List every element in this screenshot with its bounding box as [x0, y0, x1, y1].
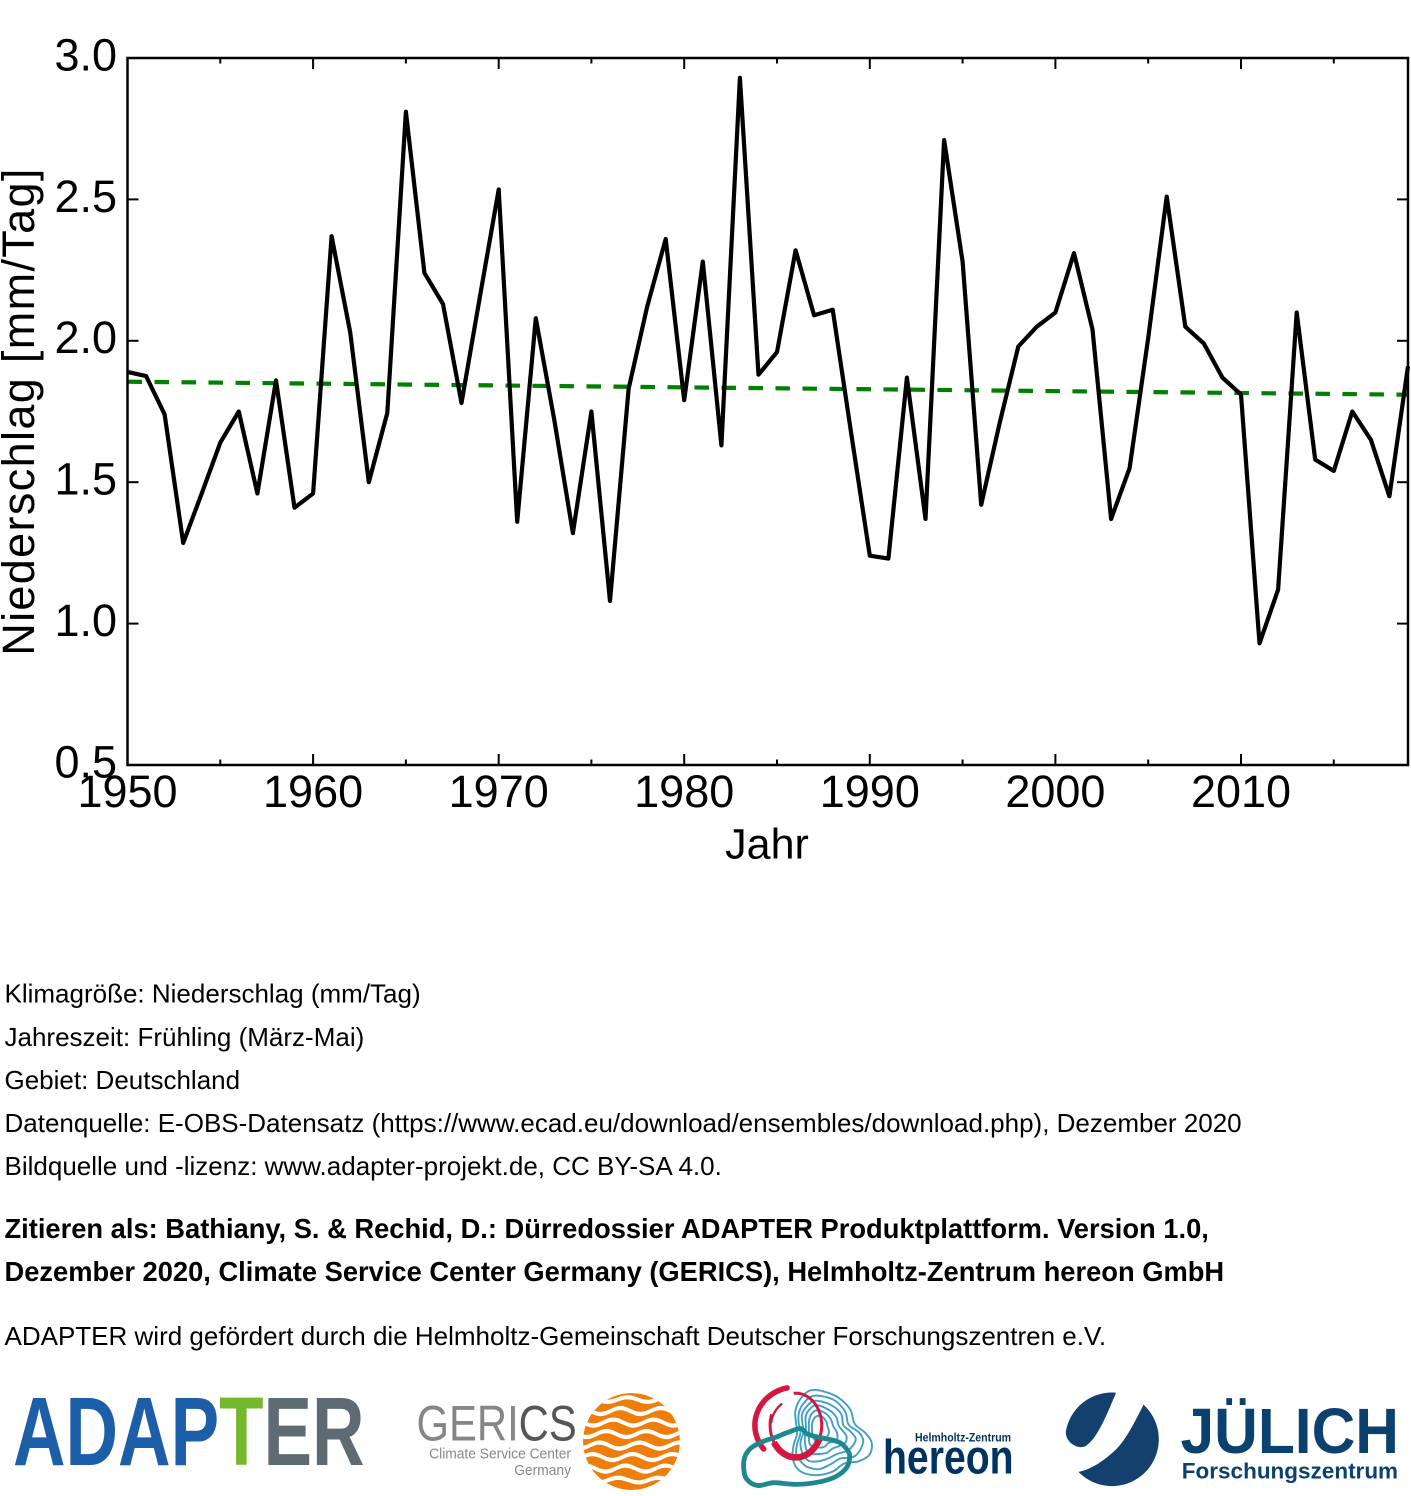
svg-text:ADAPTER: ADAPTER — [13, 1378, 365, 1487]
svg-text:2000: 2000 — [1005, 766, 1105, 817]
svg-text:Datenquelle: E-OBS-Datensatz (: Datenquelle: E-OBS-Datensatz (https://ww… — [5, 1108, 1242, 1138]
svg-text:Helmholtz-Zentrum: Helmholtz-Zentrum — [915, 1432, 1011, 1445]
svg-text:1.0: 1.0 — [54, 595, 117, 646]
svg-text:1990: 1990 — [820, 766, 920, 817]
svg-text:1950: 1950 — [77, 766, 177, 817]
svg-text:hereon: hereon — [883, 1431, 1014, 1485]
svg-text:2010: 2010 — [1191, 766, 1291, 817]
svg-text:Gebiet: Deutschland: Gebiet: Deutschland — [5, 1065, 241, 1095]
svg-text:Zitieren als: Bathiany, S. & R: Zitieren als: Bathiany, S. & Rechid, D.:… — [5, 1213, 1209, 1244]
svg-text:Jahr: Jahr — [725, 821, 809, 869]
svg-text:2.0: 2.0 — [54, 312, 117, 363]
svg-text:Klimagröße: Niederschlag (mm/T: Klimagröße: Niederschlag (mm/Tag) — [5, 979, 421, 1009]
svg-text:3.0: 3.0 — [54, 29, 117, 80]
svg-text:0.5: 0.5 — [54, 736, 117, 787]
svg-text:Climate Service Center: Climate Service Center — [429, 1446, 571, 1463]
svg-text:Jahreszeit: Frühling (März-Mai: Jahreszeit: Frühling (März-Mai) — [5, 1022, 365, 1052]
svg-text:1960: 1960 — [263, 766, 363, 817]
svg-text:Forschungszentrum: Forschungszentrum — [1182, 1459, 1398, 1484]
svg-text:2.5: 2.5 — [54, 171, 117, 222]
svg-text:JÜLICH: JÜLICH — [1181, 1396, 1400, 1467]
svg-text:1970: 1970 — [449, 766, 549, 817]
svg-text:Niederschlag [mm/Tag]: Niederschlag [mm/Tag] — [0, 167, 44, 656]
svg-text:1980: 1980 — [634, 766, 734, 817]
svg-text:Bildquelle und -lizenz: www.ad: Bildquelle und -lizenz: www.adapter-proj… — [5, 1151, 722, 1181]
svg-text:Germany: Germany — [514, 1463, 571, 1480]
svg-text:1.5: 1.5 — [54, 454, 117, 505]
svg-text:GERICS: GERICS — [417, 1395, 577, 1451]
svg-text:Dezember 2020, Climate Service: Dezember 2020, Climate Service Center Ge… — [5, 1256, 1225, 1287]
svg-text:ADAPTER wird gefördert durch d: ADAPTER wird gefördert durch die Helmhol… — [5, 1321, 1107, 1351]
